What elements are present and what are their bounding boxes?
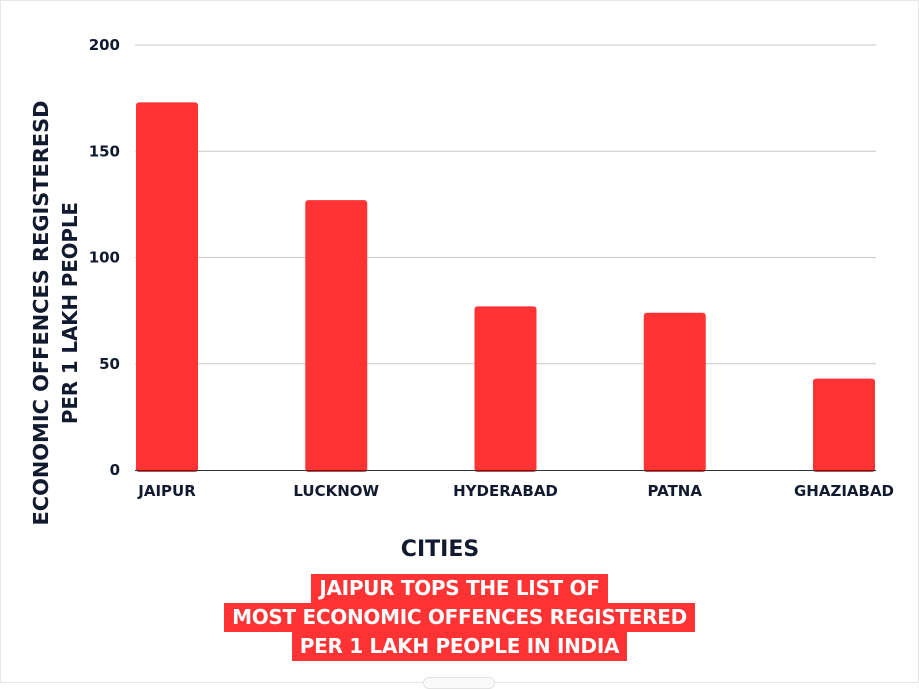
bar [813,378,875,472]
scroll-handle[interactable] [423,677,495,689]
chart-caption: JAIPUR TOPS THE LIST OF MOST ECONOMIC OF… [0,574,919,661]
y-axis-title: ECONOMIC OFFENCES REGISTERESD PER 1 LAKH… [29,101,82,526]
bars [136,102,875,472]
x-tick-label: HYDERABAD [453,482,558,500]
y-tick-label: 0 [110,461,120,479]
caption-line-3: PER 1 LAKH PEOPLE IN INDIA [291,632,628,661]
x-axis-ticks: JAIPUR LUCKNOW HYDERABAD PATNA GHAZIABAD [137,482,894,500]
bar [643,312,706,472]
y-axis-title-line-1: ECONOMIC OFFENCES REGISTERESD [29,101,53,526]
y-tick-label: 50 [99,355,120,373]
x-tick-label: LUCKNOW [293,482,379,500]
x-tick-label: GHAZIABAD [794,482,894,500]
caption-line-2: MOST ECONOMIC OFFENCES REGISTERED [224,603,695,632]
caption-line-1: JAIPUR TOPS THE LIST OF [311,574,608,603]
y-tick-label: 200 [89,36,120,54]
y-axis-ticks: 0 50 100 150 200 [89,36,120,479]
bar [474,306,537,472]
bar [305,200,368,472]
x-tick-label: JAIPUR [137,482,196,500]
bar [136,102,198,472]
x-tick-label: PATNA [648,482,703,500]
y-tick-label: 150 [89,142,120,160]
y-tick-label: 100 [89,249,120,267]
y-axis-title-line-2: PER 1 LAKH PEOPLE [58,202,82,424]
x-axis-title: CITIES [401,537,479,562]
